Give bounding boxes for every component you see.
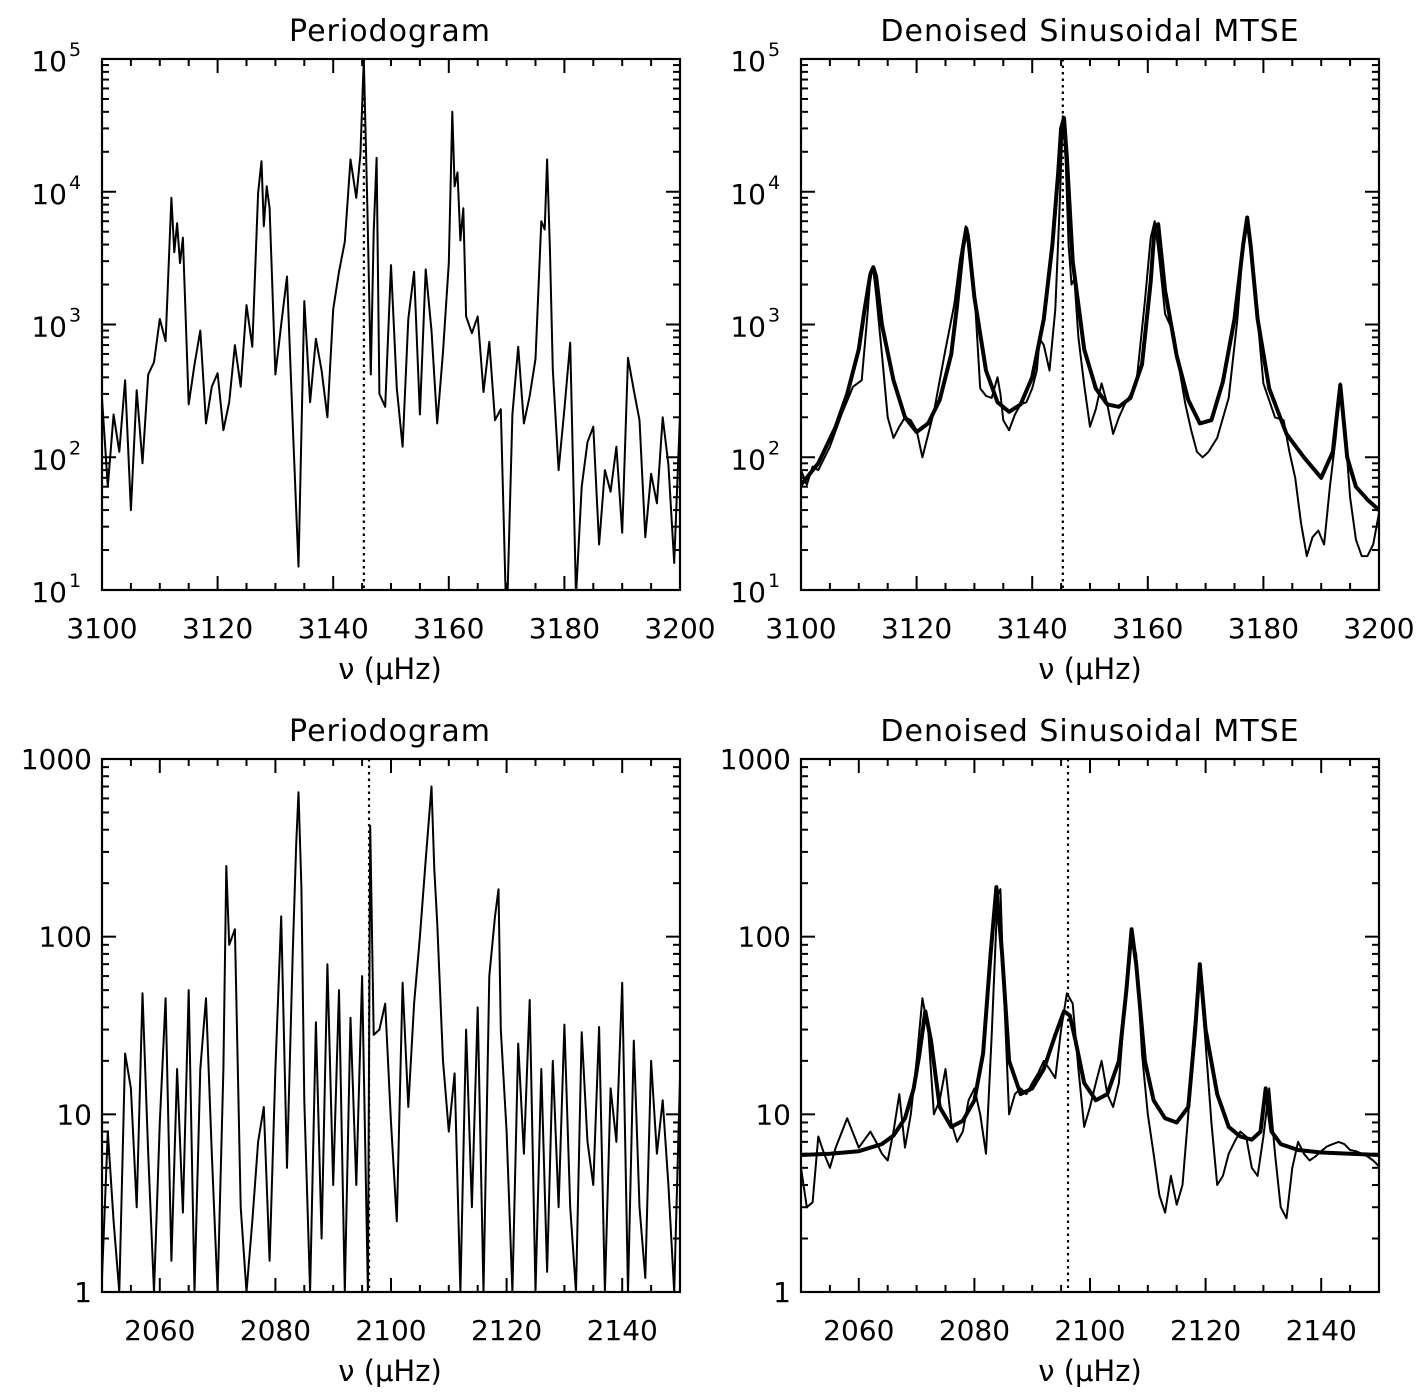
- x-tick-label: 3160: [413, 612, 484, 645]
- y-tick-label: 10: [31, 45, 67, 78]
- x-tick-label: 3100: [765, 612, 836, 645]
- y-tick-exponent: 2: [768, 437, 780, 459]
- chart-title: Periodogram: [289, 14, 491, 49]
- series-group: [801, 115, 1379, 558]
- y-tick-label: 10: [31, 311, 67, 344]
- spectrum-line: [102, 785, 680, 1292]
- plot-frame: [799, 57, 1381, 592]
- y-tick-exponent: 4: [768, 172, 780, 194]
- spectrum-line: [102, 59, 680, 590]
- y-tick-label: 1: [773, 1276, 791, 1309]
- x-tick-label: 2140: [587, 1314, 658, 1347]
- x-axis-label: ν (μHz): [338, 652, 442, 686]
- y-tick-label: 10: [755, 1098, 791, 1131]
- x-axis-label: ν (μHz): [1038, 1354, 1142, 1388]
- x-tick-label: 3180: [1228, 612, 1299, 645]
- y-tick-exponent: 3: [768, 305, 780, 327]
- y-tick-label: 10: [31, 443, 67, 476]
- plot-area: 2060 2080 2100 2120 2140 1 10 100 1000: [720, 743, 1381, 1347]
- y-tick-label: 10: [730, 311, 766, 344]
- spectrum-line: [801, 888, 1379, 1220]
- panel-bottom-left: Periodogram 2060 2080 2100 2120 2140 1 10 100 10…: [21, 714, 682, 1388]
- x-tick-label: 2140: [1286, 1314, 1357, 1347]
- plot-frame: [100, 57, 682, 592]
- x-tick-label: 3120: [881, 612, 952, 645]
- chart-title: Denoised Sinusoidal MTSE: [880, 714, 1299, 749]
- y-tick-exponent: 4: [69, 172, 81, 194]
- y-tick-label: 1000: [720, 743, 791, 776]
- model-fit-line: [801, 115, 1379, 513]
- plot-area: 2060 2080 2100 2120 2140 1 10 100 1000: [21, 743, 682, 1347]
- y-tick-label: 10: [730, 45, 766, 78]
- y-tick-exponent: 2: [69, 437, 81, 459]
- panel-top-right: Denoised Sinusoidal MTSE 3100 3120 3140 316…: [730, 14, 1414, 686]
- x-tick-label: 3120: [182, 612, 253, 645]
- x-tick-label: 2080: [240, 1314, 311, 1347]
- y-tick-label: 10: [730, 178, 766, 211]
- y-tick-exponent: 5: [69, 39, 81, 61]
- x-tick-label: 3100: [66, 612, 137, 645]
- y-tick-label: 1000: [21, 743, 92, 776]
- x-tick-label: 2080: [939, 1314, 1010, 1347]
- series-group: [102, 785, 680, 1292]
- y-tick-label: 10: [56, 1098, 92, 1131]
- x-tick-label: 3160: [1112, 612, 1183, 645]
- y-tick-exponent: 1: [69, 570, 81, 592]
- x-tick-label: 3140: [298, 612, 369, 645]
- chart-title: Denoised Sinusoidal MTSE: [880, 14, 1299, 49]
- x-tick-label: 2060: [823, 1314, 894, 1347]
- y-tick-label: 100: [39, 921, 92, 954]
- model-fit-line: [801, 885, 1379, 1157]
- y-tick-label: 1: [74, 1276, 92, 1309]
- series-group: [102, 59, 680, 590]
- series-group: [801, 885, 1379, 1220]
- y-tick-exponent: 1: [768, 570, 780, 592]
- y-tick-label: 10: [730, 576, 766, 609]
- x-tick-label: 3200: [644, 612, 715, 645]
- spectrum-line: [801, 115, 1379, 558]
- x-tick-label: 2100: [355, 1314, 426, 1347]
- x-tick-label: 2120: [471, 1314, 542, 1347]
- x-tick-label: 2120: [1170, 1314, 1241, 1347]
- chart-title: Periodogram: [289, 714, 491, 749]
- y-tick-label: 10: [31, 576, 67, 609]
- x-tick-label: 3180: [529, 612, 600, 645]
- y-tick-exponent: 5: [768, 39, 780, 61]
- panel-bottom-right: Denoised Sinusoidal MTSE 2060 2080 2100 212…: [720, 714, 1381, 1388]
- y-tick-label: 10: [31, 178, 67, 211]
- x-tick-label: 3140: [997, 612, 1068, 645]
- y-tick-label: 100: [738, 921, 791, 954]
- x-axis-label: ν (μHz): [1038, 652, 1142, 686]
- plot-frame: [799, 757, 1381, 1294]
- x-tick-label: 2100: [1054, 1314, 1125, 1347]
- x-tick-label: 2060: [124, 1314, 195, 1347]
- y-tick-exponent: 3: [69, 305, 81, 327]
- y-tick-label: 10: [730, 443, 766, 476]
- x-axis-label: ν (μHz): [338, 1354, 442, 1388]
- x-tick-label: 3200: [1343, 612, 1414, 645]
